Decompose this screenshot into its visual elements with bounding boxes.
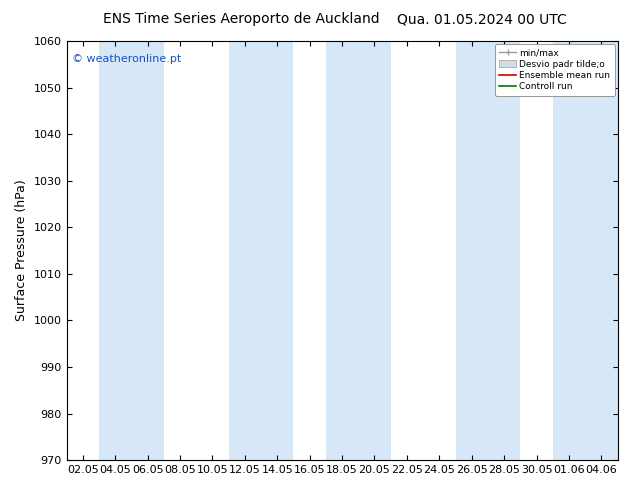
Text: © weatheronline.pt: © weatheronline.pt xyxy=(72,53,181,64)
Bar xyxy=(553,41,618,460)
Bar xyxy=(455,41,521,460)
Legend: min/max, Desvio padr tilde;o, Ensemble mean run, Controll run: min/max, Desvio padr tilde;o, Ensemble m… xyxy=(495,44,615,96)
Bar xyxy=(326,41,391,460)
Text: ENS Time Series Aeroporto de Auckland: ENS Time Series Aeroporto de Auckland xyxy=(103,12,379,26)
Y-axis label: Surface Pressure (hPa): Surface Pressure (hPa) xyxy=(15,180,28,321)
Bar xyxy=(229,41,294,460)
Text: Qua. 01.05.2024 00 UTC: Qua. 01.05.2024 00 UTC xyxy=(397,12,567,26)
Bar xyxy=(99,41,164,460)
